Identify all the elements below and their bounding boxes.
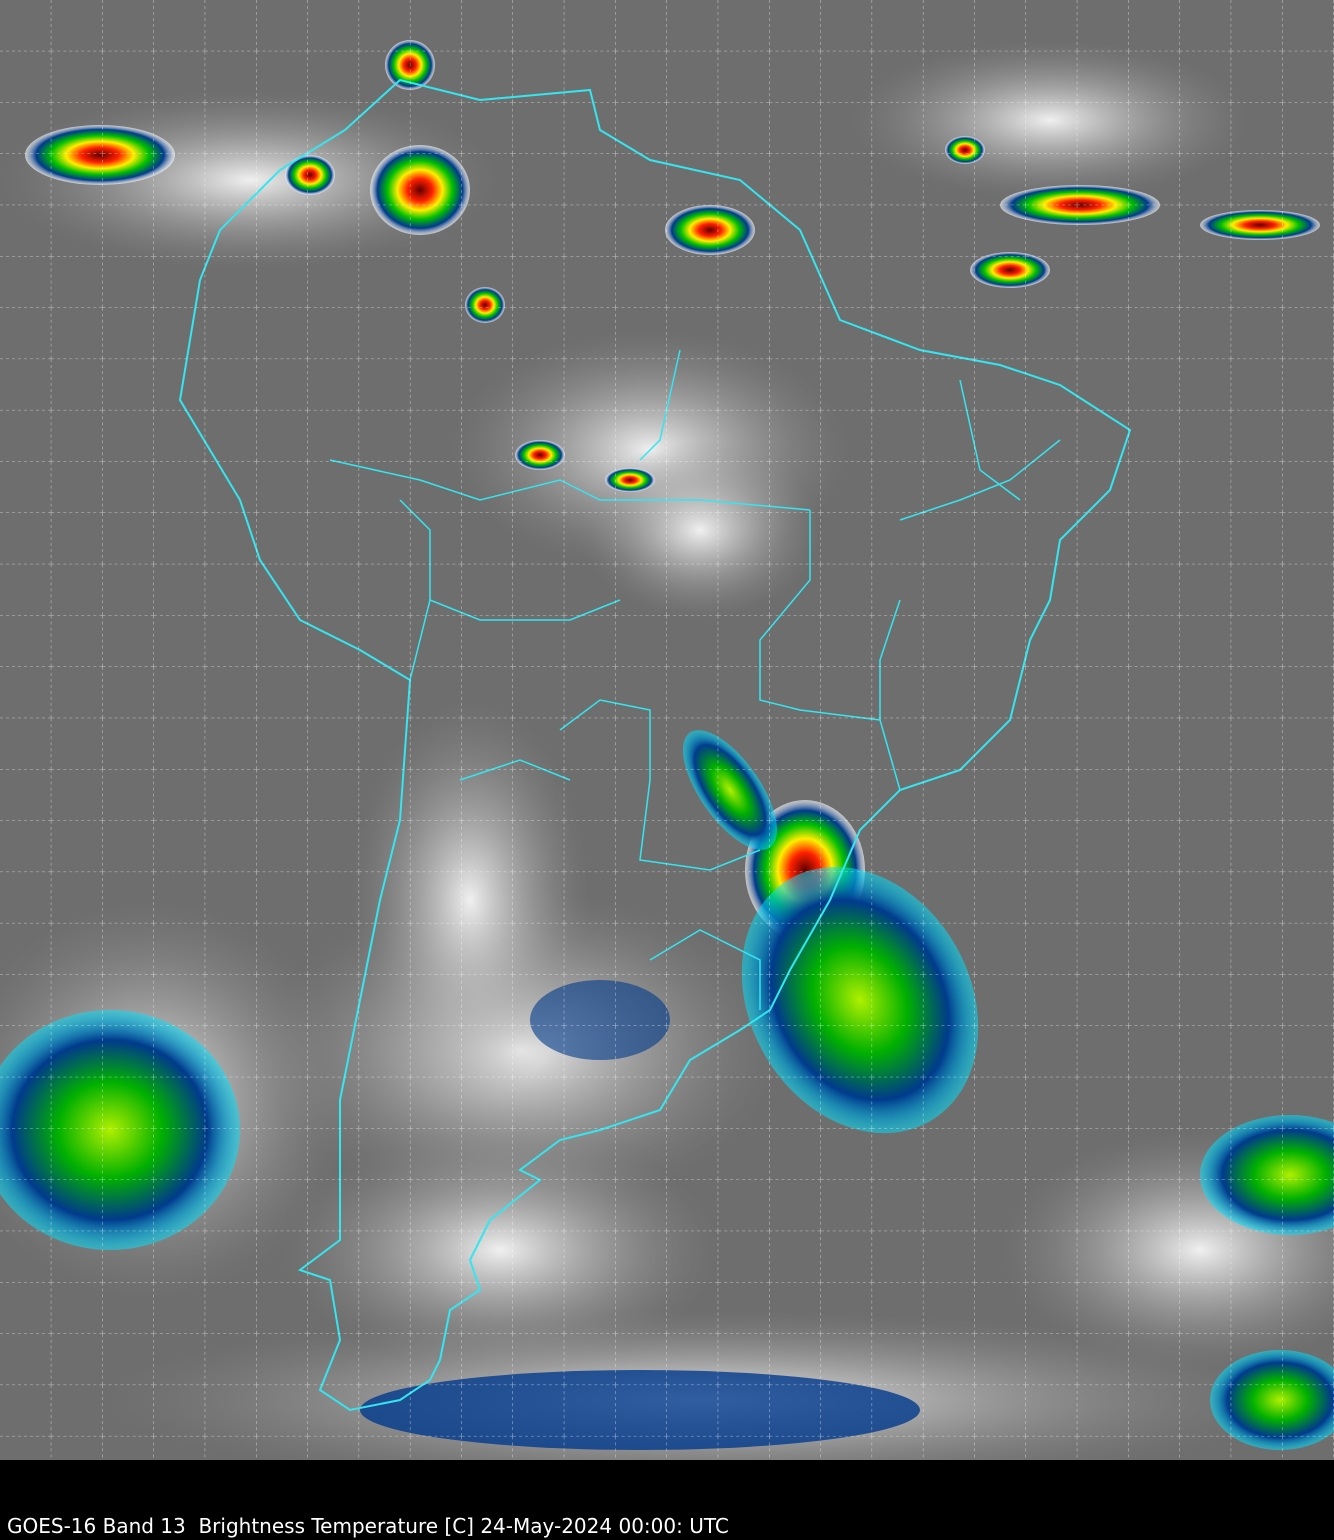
- image-caption: GOES-16 Band 13 Brightness Temperature […: [7, 1514, 729, 1538]
- lat-lon-grid: [0, 0, 1334, 1460]
- satellite-map: [0, 0, 1334, 1460]
